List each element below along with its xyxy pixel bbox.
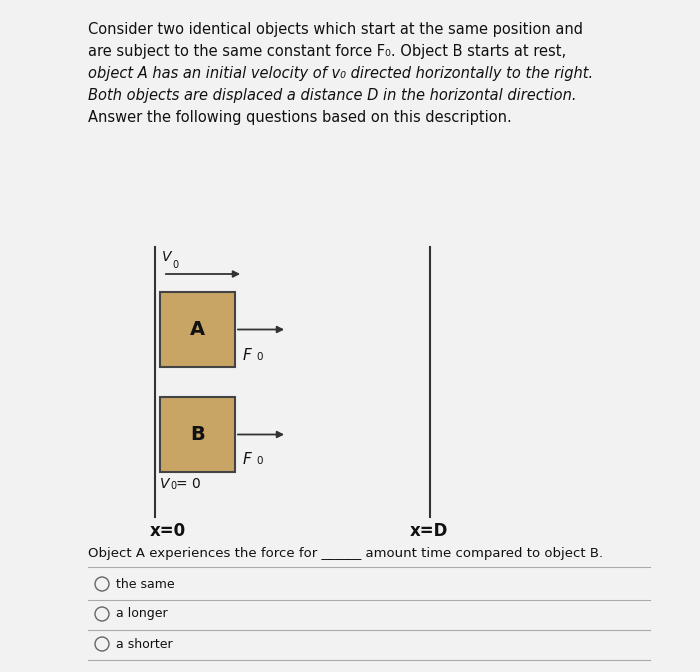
Text: Object A experiences the force for ______ amount time compared to object B.: Object A experiences the force for _____… (88, 547, 603, 560)
Bar (160, 397, 235, 472)
Text: B: B (190, 425, 205, 444)
Text: F: F (243, 347, 252, 362)
Text: V: V (160, 477, 169, 491)
Text: the same: the same (116, 577, 174, 591)
Text: A: A (190, 320, 205, 339)
Text: x=D: x=D (410, 522, 449, 540)
Text: Both objects are displaced a distance D in the horizontal direction.: Both objects are displaced a distance D … (88, 88, 577, 103)
Text: 0: 0 (170, 481, 176, 491)
Text: x=0: x=0 (150, 522, 186, 540)
Text: 0: 0 (172, 260, 178, 270)
Text: are subject to the same constant force F₀. Object B starts at rest,: are subject to the same constant force F… (88, 44, 566, 59)
Text: F: F (243, 452, 252, 468)
Text: Answer the following questions based on this description.: Answer the following questions based on … (88, 110, 512, 125)
Text: object A has an initial velocity of v₀ directed horizontally to the right.: object A has an initial velocity of v₀ d… (88, 66, 593, 81)
Text: 0: 0 (256, 351, 262, 362)
Bar (160, 292, 235, 367)
Text: V: V (162, 250, 172, 264)
Text: Consider two identical objects which start at the same position and: Consider two identical objects which sta… (88, 22, 583, 37)
Text: a longer: a longer (116, 607, 167, 620)
Text: 0: 0 (256, 456, 262, 466)
Text: = 0: = 0 (176, 477, 201, 491)
Text: a shorter: a shorter (116, 638, 173, 650)
